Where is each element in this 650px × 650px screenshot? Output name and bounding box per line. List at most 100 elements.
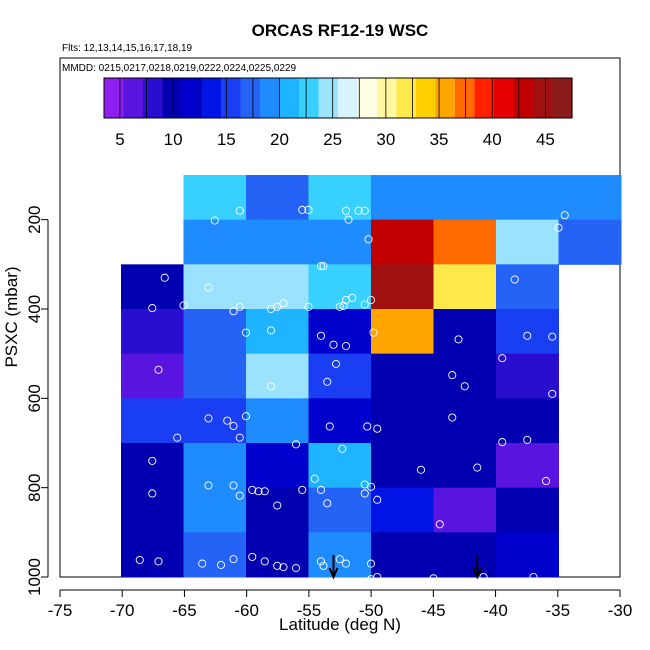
data-point: [344, 215, 353, 224]
data-point: [204, 481, 213, 490]
data-point: [298, 485, 307, 494]
heatmap-cell: [371, 443, 434, 489]
data-point: [204, 283, 213, 292]
heatmap-cell: [371, 264, 434, 310]
x-tick-label: -60: [234, 601, 259, 620]
data-point: [291, 564, 301, 573]
data-point: [354, 206, 363, 215]
colorbar-segment: [513, 78, 534, 118]
colorbar-tick-label: 45: [536, 130, 555, 149]
data-point: [279, 299, 288, 308]
data-point: [148, 456, 157, 465]
heatmap-cell: [121, 532, 184, 578]
y-tick-label: 600: [25, 384, 44, 412]
heatmap-cell: [433, 487, 497, 533]
data-point: [360, 300, 369, 309]
heatmap-cell: [371, 175, 434, 221]
x-tick-label: -55: [297, 601, 322, 620]
data-point: [248, 485, 257, 494]
heatmap-cell: [183, 175, 247, 221]
heatmap-cell: [246, 175, 309, 221]
heatmap-cell: [558, 175, 622, 221]
data-point: [198, 559, 207, 568]
data-point: [241, 328, 251, 337]
colorbar-segment: [279, 78, 300, 118]
data-point: [331, 359, 341, 368]
colorbar-tick-label: 35: [430, 130, 449, 149]
data-point: [510, 275, 519, 284]
data-point: [373, 495, 382, 504]
data-point: [360, 489, 369, 498]
x-tick-label: -30: [608, 601, 633, 620]
data-point: [479, 572, 488, 582]
data-point: [429, 574, 438, 583]
colorbar-tick-label: 40: [483, 130, 502, 149]
data-point: [454, 335, 463, 344]
heatmap-cell: [121, 264, 184, 310]
data-point: [548, 389, 557, 398]
data-point: [341, 559, 351, 568]
heatmap-cell: [496, 175, 559, 221]
heatmap-cell: [308, 353, 372, 399]
data-point: [229, 421, 238, 431]
colorbar-tick-label: 5: [115, 130, 124, 149]
heatmap-cell: [308, 175, 372, 221]
colorbar-segment: [494, 78, 515, 118]
heatmap-cell: [433, 175, 497, 221]
data-point: [316, 262, 326, 271]
data-point: [216, 560, 226, 569]
data-point: [273, 561, 282, 570]
data-point: [229, 481, 238, 490]
heatmap-cell: [308, 532, 372, 578]
heatmap-cell: [371, 487, 434, 533]
colorbar-tick-label: 15: [217, 130, 236, 149]
colorbar-segment: [455, 78, 476, 118]
data-point: [319, 262, 328, 271]
heatmap-cell: [246, 487, 309, 533]
data-point: [323, 377, 332, 386]
heatmap-cell: [183, 532, 247, 578]
data-point: [335, 302, 344, 311]
data-point: [523, 331, 532, 340]
data-point: [316, 557, 326, 566]
heatmap-cell: [433, 398, 497, 444]
data-point: [473, 463, 482, 472]
data-point: [560, 211, 569, 220]
data-point: [310, 474, 319, 483]
heatmap-cell: [371, 353, 434, 399]
data-point: [366, 296, 376, 305]
heatmap-cell: [183, 219, 247, 265]
chart-title: ORCAS RF12-19 WSC: [252, 21, 429, 40]
data-point: [260, 557, 269, 566]
heatmap-cell: [308, 219, 372, 265]
heatmap-cell: [308, 264, 372, 310]
heatmap-cell: [246, 309, 309, 355]
data-point: [364, 235, 373, 244]
colorbar-segment: [435, 78, 456, 118]
data-point: [316, 485, 326, 494]
y-tick-label: 400: [25, 295, 44, 323]
data-point: [363, 422, 372, 431]
heatmap-cell: [496, 264, 559, 310]
data-point: [135, 555, 144, 565]
x-tick-label: -70: [110, 601, 135, 620]
heatmap-cell: [496, 219, 559, 265]
data-point: [266, 326, 276, 335]
heatmap-cell: [121, 398, 184, 444]
colorbar-segment: [221, 78, 242, 118]
colorbar-segment: [552, 78, 573, 118]
heatmap-cell: [308, 309, 372, 355]
colorbar-segment: [357, 78, 378, 118]
heatmap-cell: [308, 487, 372, 533]
heatmap-cell: [496, 309, 559, 355]
heatmap-cell: [183, 309, 247, 355]
data-point: [266, 382, 276, 391]
heatmap-cell: [433, 443, 497, 489]
x-tick-label: -50: [359, 601, 384, 620]
colorbar-segment: [182, 78, 203, 118]
heatmap-cell: [183, 353, 247, 399]
data-point: [160, 273, 169, 282]
heatmap-cell: [433, 219, 497, 265]
data-point: [435, 520, 444, 529]
